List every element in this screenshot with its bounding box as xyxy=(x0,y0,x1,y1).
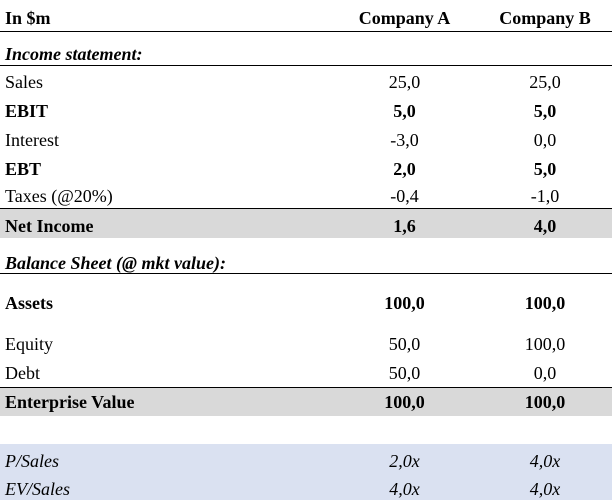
net-income-divider xyxy=(0,208,612,209)
table-row: EBT 2,0 5,0 xyxy=(0,152,612,182)
row-label: Assets xyxy=(5,293,53,313)
net-income-band xyxy=(0,208,612,238)
company-b-value: 100,0 xyxy=(524,334,566,354)
table-header-row: In $m Company A Company B xyxy=(0,0,612,31)
company-b-value: 5,0 xyxy=(533,101,557,121)
net-income-row: Net Income 1,6 4,0 xyxy=(0,209,612,238)
company-a-header: Company A xyxy=(358,8,451,28)
table-row: Sales 25,0 25,0 xyxy=(0,66,612,94)
company-a-value: 100,0 xyxy=(384,392,425,412)
table-row: Taxes (@20%) -0,4 -1,0 xyxy=(0,182,612,208)
company-b-value: 4,0x xyxy=(529,451,561,471)
company-a-value: 5,0 xyxy=(393,101,416,121)
company-b-value: 100,0 xyxy=(524,392,566,412)
income-statement-title: Income statement: xyxy=(5,44,143,64)
company-a-value: 50,0 xyxy=(388,363,421,383)
company-b-value: 100,0 xyxy=(524,293,566,313)
table-row: Assets 100,0 100,0 xyxy=(0,274,612,318)
company-a-value: 2,0 xyxy=(393,159,416,179)
unit-label: In $m xyxy=(5,8,51,28)
company-b-value: 0,0 xyxy=(533,130,557,150)
company-b-value: 4,0x xyxy=(529,479,561,499)
row-label: Enterprise Value xyxy=(5,392,135,412)
row-label: Debt xyxy=(5,363,40,383)
company-a-value: 4,0x xyxy=(389,479,420,499)
row-label: Sales xyxy=(5,72,43,92)
enterprise-value-row: Enterprise Value 100,0 100,0 xyxy=(0,388,612,416)
company-a-value: 25,0 xyxy=(388,72,421,92)
table-row: EBIT 5,0 5,0 xyxy=(0,94,612,124)
company-a-value: -0,4 xyxy=(390,186,419,206)
company-b-value: 25,0 xyxy=(529,72,561,92)
row-label: EV/Sales xyxy=(5,479,70,499)
row-label: EBIT xyxy=(5,101,49,121)
section-title-row: Balance Sheet (@ mkt value): xyxy=(0,240,612,273)
company-a-value: -3,0 xyxy=(390,130,419,150)
company-a-value: 50,0 xyxy=(388,334,421,354)
company-a-value: 2,0x xyxy=(389,451,420,471)
row-label: EBT xyxy=(5,159,42,179)
section-title-row: Income statement: xyxy=(0,35,612,65)
table-row: Equity 50,0 100,0 xyxy=(0,318,612,358)
row-label: Interest xyxy=(5,130,59,150)
table-row: Debt 50,0 0,0 xyxy=(0,358,612,387)
balance-sheet-title: Balance Sheet (@ mkt value): xyxy=(5,253,226,273)
table-row: P/Sales 2,0x 4,0x xyxy=(0,444,612,472)
table-row: Interest -3,0 0,0 xyxy=(0,124,612,152)
row-label: Equity xyxy=(5,334,53,354)
row-label: Net Income xyxy=(5,216,94,236)
income-statement-divider xyxy=(0,65,612,66)
row-label: Taxes (@20%) xyxy=(5,186,113,206)
table-row: EV/Sales 4,0x 4,0x xyxy=(0,472,612,500)
enterprise-value-band xyxy=(0,387,612,416)
company-a-value: 1,6 xyxy=(393,216,416,236)
multiples-band xyxy=(0,444,612,500)
row-label: P/Sales xyxy=(5,451,59,471)
company-b-header: Company B xyxy=(499,8,591,28)
company-b-value: 4,0 xyxy=(533,216,557,236)
header-divider xyxy=(0,31,612,32)
company-b-value: -1,0 xyxy=(530,186,560,206)
balance-sheet-divider xyxy=(0,273,612,274)
company-a-value: 100,0 xyxy=(384,293,425,313)
enterprise-value-divider xyxy=(0,387,612,388)
company-b-value: 5,0 xyxy=(533,159,557,179)
company-b-value: 0,0 xyxy=(533,363,557,383)
